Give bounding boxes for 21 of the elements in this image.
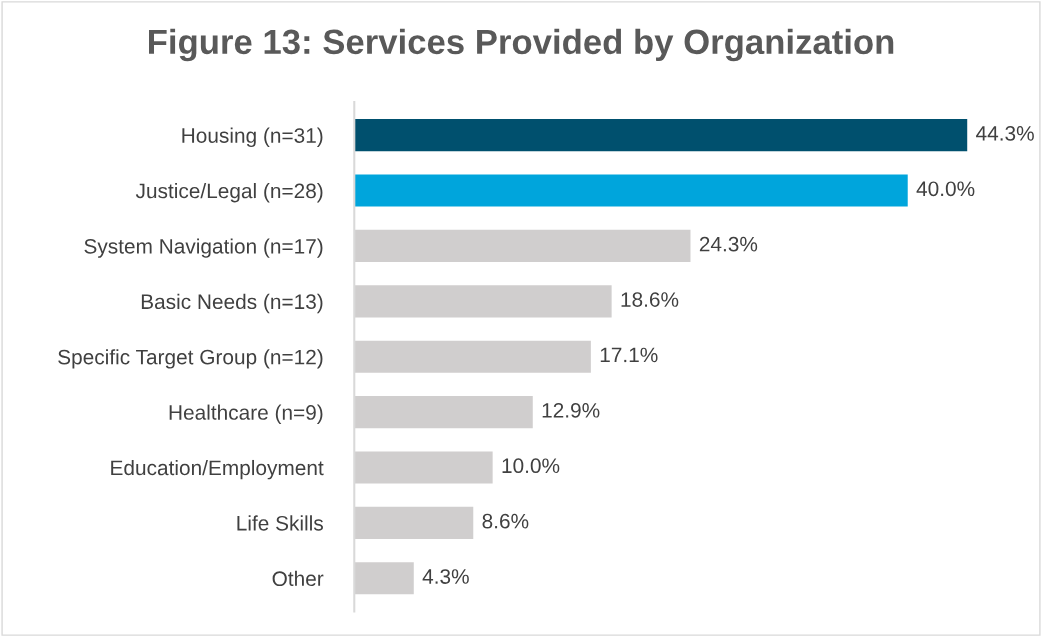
data-label: 24.3% (699, 236, 758, 252)
data-label: 40.0% (916, 181, 975, 197)
y-tick-label: Healthcare (n=9) (169, 404, 323, 424)
y-tick-label: Housing (n=31) (182, 127, 323, 148)
data-label: 12.9% (542, 402, 600, 418)
data-label: 18.6% (621, 292, 679, 307)
y-tick-label: Justice/Legal (n=28) (135, 183, 323, 203)
bar (354, 174, 908, 207)
y-tick-label: Education/Employment (111, 459, 324, 480)
data-label: 8.6% (482, 513, 529, 529)
data-label: 4.3% (422, 569, 469, 584)
bar (354, 119, 968, 152)
y-tick-label: Specific Target Group (n=12) (58, 349, 323, 369)
data-label: 10.0% (502, 458, 560, 474)
data-label: 17.1% (600, 347, 658, 363)
y-tick-label: Basic Needs (n=13) (141, 293, 323, 314)
y-tick-label: Other (272, 570, 324, 587)
y-tick-label: System Navigation (n=17) (84, 238, 323, 258)
data-label: 44.3% (976, 125, 1034, 141)
y-tick-label: Life Skills (237, 515, 323, 531)
chart-title: Figure 13: Services Provided by Organization (149, 28, 894, 62)
